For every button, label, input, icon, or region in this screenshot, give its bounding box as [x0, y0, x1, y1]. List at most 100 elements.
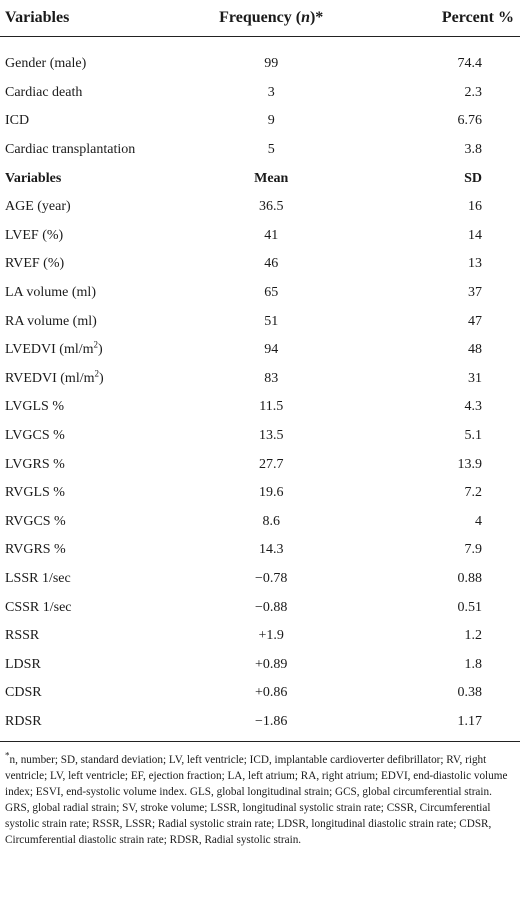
row-variable: RVGLS %	[5, 485, 65, 501]
row-frequency: 99	[264, 56, 279, 72]
row-frequency: 9	[267, 113, 275, 129]
row-mean: 83	[264, 370, 279, 386]
row-percent: 2.3	[464, 84, 483, 100]
row-variable: RVEF (%)	[5, 256, 65, 272]
row-sd: 1.8	[464, 656, 483, 672]
row-variable-sup: 2	[94, 368, 99, 379]
row-sd: 16	[468, 199, 482, 215]
table-row: Cardiac transplantation 5 3.8	[0, 136, 520, 165]
table-row: RVGCS % 8.6 4	[0, 508, 520, 537]
table-row: RVEDVI (ml/m2) 83 31	[0, 365, 520, 394]
header-variables: Variables	[0, 0, 195, 37]
table-row: RVGLS % 19.6 7.2	[0, 479, 520, 508]
row-sd: 13	[468, 256, 482, 272]
row-mean: 27.7	[258, 456, 284, 472]
row-variable: RVEDVI (ml/m2)	[0, 365, 195, 394]
row-mean: +0.89	[255, 656, 288, 672]
row-variable-post: )	[98, 342, 103, 358]
row-variable-pre: RVEDVI (ml/m	[5, 370, 95, 386]
header-frequency-post: )*	[309, 9, 324, 26]
footnote-paragraph-1: *n, number; SD, standard deviation; LV, …	[5, 751, 517, 800]
row-variable: LVGRS %	[5, 456, 65, 472]
row-mean: 11.5	[259, 399, 284, 415]
row-sd: 0.51	[457, 599, 483, 615]
row-sd: 13.9	[457, 456, 483, 472]
row-mean: 65	[264, 285, 279, 301]
row-mean: −1.86	[255, 713, 288, 729]
row-variable: RA volume (ml)	[5, 313, 97, 329]
row-variable: CSSR 1/sec	[5, 599, 72, 615]
row-variable: Cardiac transplantation	[5, 142, 136, 158]
table-row: Gender (male) 99 74.4	[0, 50, 520, 79]
table-row: RVGRS % 14.3 7.9	[0, 536, 520, 565]
row-percent: 6.76	[457, 113, 483, 129]
row-mean: +0.86	[255, 685, 288, 701]
subheader-row: Variables Mean SD	[0, 164, 520, 193]
row-sd: 31	[468, 370, 482, 386]
table-header-row: Variables Frequency (n)* Percent %	[0, 0, 520, 37]
row-mean: −0.88	[255, 599, 288, 615]
header-percent: Percent %	[347, 0, 520, 37]
table-row: LSSR 1/sec −0.78 0.88	[0, 565, 520, 594]
row-sd: 5.1	[464, 428, 483, 444]
row-sd: 1.17	[457, 713, 483, 729]
table-footnote: *n, number; SD, standard deviation; LV, …	[5, 751, 517, 849]
row-frequency: 5	[267, 142, 275, 158]
table-row: RDSR −1.86 1.17	[0, 708, 520, 737]
row-sd: 4	[475, 513, 482, 529]
row-variable: ICD	[5, 113, 30, 129]
row-variable: CDSR	[5, 685, 42, 701]
table-row: RSSR +1.9 1.2	[0, 622, 520, 651]
row-variable-pre: LVEDVI (ml/m	[5, 342, 94, 358]
row-sd: 4.3	[464, 399, 483, 415]
table-row: CSSR 1/sec −0.88 0.51	[0, 593, 520, 622]
table-row: CDSR +0.86 0.38	[0, 679, 520, 708]
row-mean: +1.9	[258, 628, 284, 644]
row-mean: 8.6	[262, 513, 280, 529]
row-sd: 14	[468, 227, 482, 243]
row-variable: LVGLS %	[5, 399, 64, 415]
row-mean: 13.5	[258, 428, 284, 444]
table-row: RVEF (%) 46 13	[0, 250, 520, 279]
row-mean: 51	[264, 313, 279, 329]
statistics-table: Variables Frequency (n)* Percent % Gende…	[0, 0, 520, 737]
row-sd: 1.2	[464, 628, 483, 644]
row-variable: AGE (year)	[5, 199, 71, 215]
table-row: LVGCS % 13.5 5.1	[0, 422, 520, 451]
row-percent: 3.8	[464, 142, 483, 158]
row-variable: LA volume (ml)	[5, 285, 96, 301]
row-mean: 94	[264, 342, 279, 358]
row-mean: 19.6	[258, 485, 284, 501]
row-variable: LVGCS %	[5, 428, 65, 444]
header-frequency-pre: Frequency (	[219, 9, 302, 26]
subheader-variables: Variables	[5, 170, 62, 186]
row-mean: 46	[264, 256, 279, 272]
spacer-row	[0, 37, 520, 51]
row-percent: 74.4	[457, 56, 483, 72]
row-variable: RDSR	[5, 713, 42, 729]
row-sd: 7.2	[464, 485, 483, 501]
row-variable: RVGRS %	[5, 542, 66, 558]
header-frequency: Frequency (n)*	[194, 0, 348, 37]
subheader-sd: SD	[464, 170, 482, 186]
table-row: Cardiac death 3 2.3	[0, 79, 520, 108]
footnote-text-1: , number; SD, standard deviation; LV, le…	[5, 754, 508, 799]
table-bottom-rule	[0, 741, 520, 742]
table-row: LVGLS % 11.5 4.3	[0, 393, 520, 422]
footnote-paragraph-2: GRS, global radial strain; SV, stroke vo…	[5, 802, 492, 847]
table-row: LVEF (%) 41 14	[0, 222, 520, 251]
row-variable: Cardiac death	[5, 84, 83, 100]
table-row: AGE (year) 36.5 16	[0, 193, 520, 222]
row-variable-post: )	[98, 370, 104, 386]
header-frequency-n: n	[301, 9, 310, 26]
footnote-n: n	[9, 754, 16, 766]
row-frequency: 3	[267, 84, 275, 100]
row-mean: 41	[264, 227, 279, 243]
row-mean: −0.78	[255, 570, 288, 586]
row-variable: RSSR	[5, 628, 40, 644]
row-mean: 36.5	[258, 199, 284, 215]
row-sd: 7.9	[464, 542, 483, 558]
row-variable: LDSR	[5, 656, 41, 672]
table-row: LDSR +0.89 1.8	[0, 650, 520, 679]
